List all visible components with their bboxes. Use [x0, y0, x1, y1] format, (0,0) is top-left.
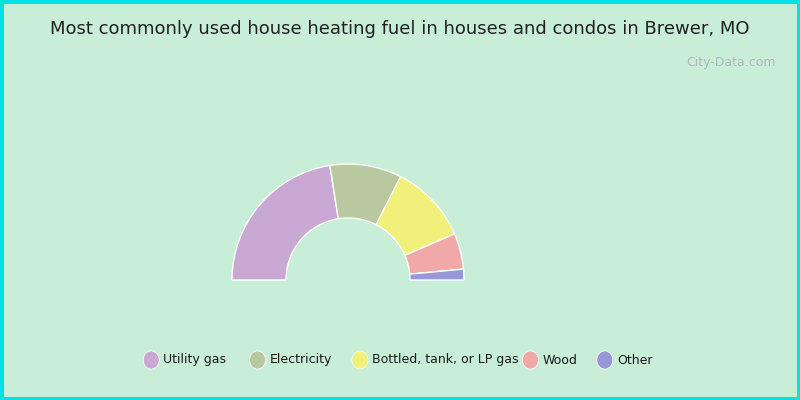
Ellipse shape	[143, 351, 159, 369]
Ellipse shape	[352, 351, 368, 369]
Wedge shape	[232, 166, 338, 280]
Text: Utility gas: Utility gas	[163, 354, 226, 366]
Text: Other: Other	[617, 354, 652, 366]
Wedge shape	[410, 269, 464, 280]
Ellipse shape	[597, 351, 613, 369]
Text: Wood: Wood	[542, 354, 578, 366]
Wedge shape	[376, 177, 454, 255]
Text: City-Data.com: City-Data.com	[686, 56, 776, 69]
Text: Most commonly used house heating fuel in houses and condos in Brewer, MO: Most commonly used house heating fuel in…	[50, 20, 750, 38]
Wedge shape	[405, 234, 463, 274]
Text: Bottled, tank, or LP gas: Bottled, tank, or LP gas	[372, 354, 518, 366]
Ellipse shape	[250, 351, 266, 369]
Wedge shape	[330, 164, 401, 225]
Ellipse shape	[522, 351, 538, 369]
Text: Electricity: Electricity	[270, 354, 332, 366]
